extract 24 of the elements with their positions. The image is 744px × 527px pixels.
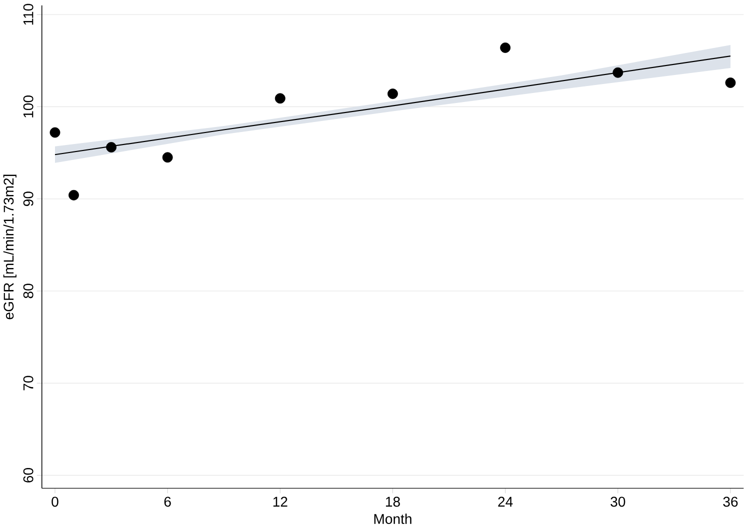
point	[274, 93, 286, 104]
x-tick-label: 18	[386, 496, 400, 507]
y-tick-label: 100	[23, 95, 34, 118]
point	[612, 67, 624, 78]
x-axis-title: Month	[374, 513, 412, 524]
x-tick-label: 30	[610, 496, 626, 507]
point	[68, 190, 79, 200]
y-tick-label: 60	[23, 468, 34, 482]
point	[50, 127, 60, 138]
point	[388, 88, 398, 99]
x-tick-label: 36	[723, 496, 738, 507]
point	[500, 42, 511, 53]
y-tick-label: 110	[23, 4, 34, 25]
point	[106, 142, 116, 152]
x-tick-label: 6	[164, 496, 171, 507]
point	[725, 77, 736, 88]
point	[162, 152, 173, 162]
y-axis-title: eGFR [mL/min/1.73m2]	[3, 174, 16, 320]
x-tick-label: 12	[273, 496, 288, 506]
y-tick-label: 80	[23, 284, 34, 298]
y-tick-label: 70	[23, 376, 34, 390]
y-tick-label: 90	[23, 191, 34, 206]
x-tick-label: 0	[52, 496, 58, 507]
x-tick-label: 24	[498, 496, 513, 506]
